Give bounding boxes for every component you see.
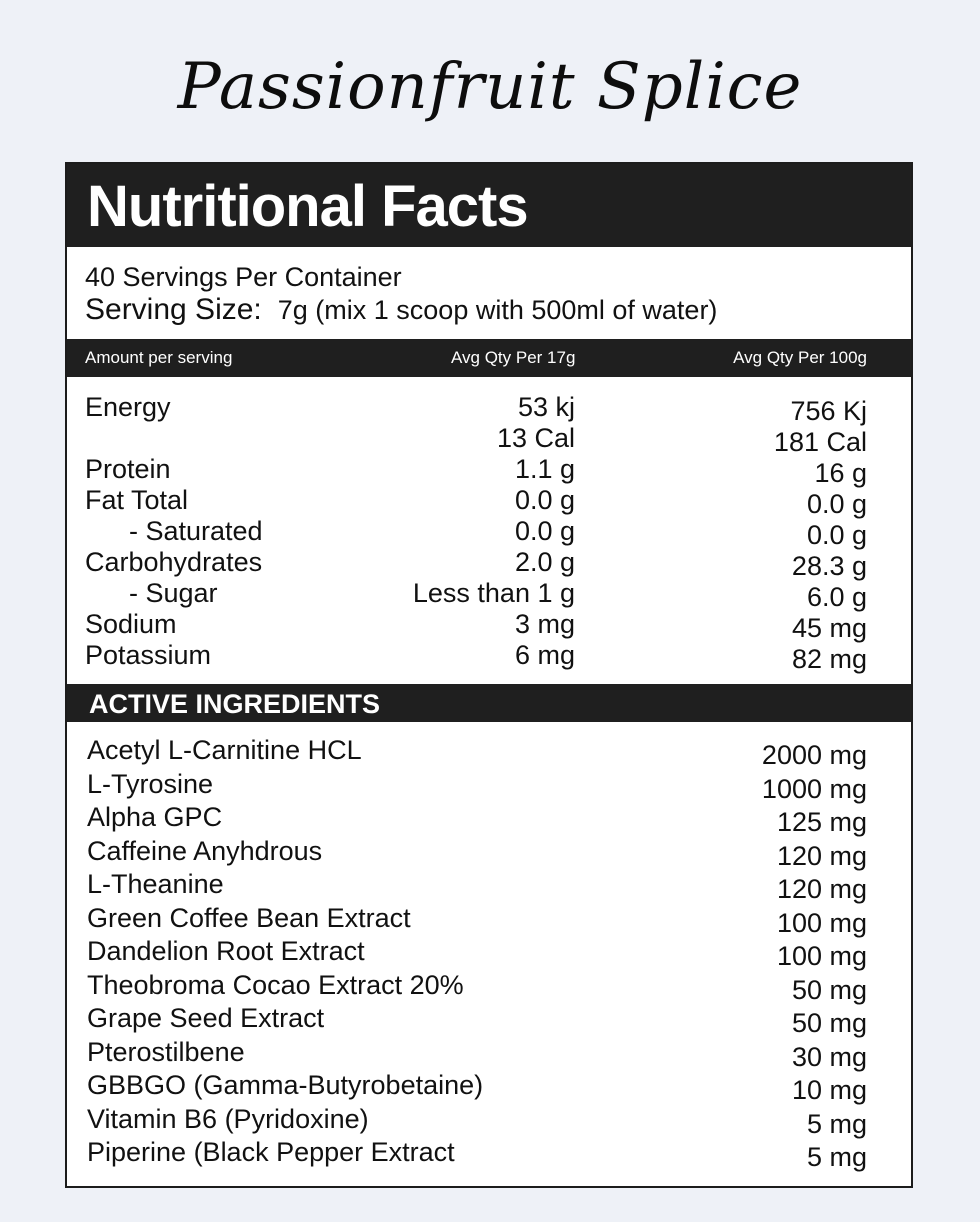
ingredient-name: Dandelion Root Extract bbox=[87, 936, 365, 966]
serving-size-label: Serving Size: bbox=[85, 293, 262, 326]
nutrition-row: Energy 53 kj 756 Kj bbox=[67, 392, 911, 426]
nutrient-per-serving: Less than 1 g bbox=[412, 578, 575, 608]
nutrient-per-serving: 13 Cal bbox=[496, 423, 575, 453]
nutrient-per-100g: 82 mg bbox=[791, 644, 867, 674]
ingredient-row: Pterostilbene 30 mg bbox=[67, 1036, 911, 1072]
nutrition-row: - Saturated 0.0 g 0.0 g bbox=[67, 516, 911, 550]
nutrient-name: - Saturated bbox=[129, 516, 263, 546]
ingredient-row: Acetyl L-Carnitine HCL 2000 mg bbox=[67, 734, 911, 770]
ingredient-name: Grape Seed Extract bbox=[87, 1003, 325, 1033]
column-avg-qty-per-100g: Avg Qty Per 100g bbox=[733, 348, 867, 367]
nutrition-row: Carbohydrates 2.0 g 28.3 g bbox=[67, 547, 911, 581]
nutrient-name: Protein bbox=[85, 454, 171, 484]
nutrient-per-serving: 3 mg bbox=[514, 609, 575, 639]
nutrition-row: Potassium 6 mg 82 mg bbox=[67, 640, 911, 674]
ingredient-name: L-Theanine bbox=[87, 869, 224, 899]
ingredient-name: GBBGO (Gamma-Butyrobetaine) bbox=[87, 1070, 484, 1100]
ingredient-row: Grape Seed Extract 50 mg bbox=[67, 1002, 911, 1038]
ingredient-row: L-Theanine 120 mg bbox=[67, 868, 911, 904]
ingredient-name: Caffeine Anyhdrous bbox=[87, 835, 323, 866]
nutrient-name: - Sugar bbox=[129, 578, 218, 608]
ingredient-amount: 2000 mg bbox=[761, 740, 867, 770]
nutrient-per-serving: 53 kj bbox=[517, 392, 575, 422]
nutrient-name: Carbohydrates bbox=[85, 547, 263, 577]
nutrition-panel: Nutritional Facts 40 Servings Per Contai… bbox=[65, 162, 913, 1188]
nutrient-per-serving: 0.0 g bbox=[514, 485, 575, 515]
ingredient-name: Green Coffee Bean Extract bbox=[87, 902, 411, 933]
nutrient-name: Sodium bbox=[85, 609, 177, 639]
nutrition-row: - Sugar Less than 1 g 6.0 g bbox=[67, 578, 911, 612]
serving-size: Serving Size: 7g (mix 1 scoop with 500ml … bbox=[85, 294, 717, 326]
nutrient-name: Potassium bbox=[85, 640, 212, 670]
column-avg-qty-per-17g: Avg Qty Per 17g bbox=[451, 348, 576, 367]
ingredient-row: Green Coffee Bean Extract 100 mg bbox=[67, 902, 911, 938]
ingredient-row: Dandelion Root Extract 100 mg bbox=[67, 935, 911, 971]
column-amount-per-serving: Amount per serving bbox=[85, 348, 233, 367]
serving-size-value: 7g (mix 1 scoop with 500ml of water) bbox=[277, 295, 718, 325]
product-title: Passionfruit Splice bbox=[177, 50, 803, 124]
nutrient-per-100g: 6.0 g bbox=[806, 582, 867, 612]
ingredient-name: Piperine (Black Pepper Extract bbox=[87, 1137, 455, 1167]
nutrition-row: 13 Cal 181 Cal bbox=[67, 423, 911, 457]
ingredient-amount: 30 mg bbox=[791, 1041, 867, 1072]
ingredient-row: Vitamin B6 (Pyridoxine) 5 mg bbox=[67, 1103, 911, 1139]
ingredient-row: Piperine (Black Pepper Extract 5 mg bbox=[67, 1136, 911, 1172]
ingredient-amount: 1000 mg bbox=[761, 773, 867, 804]
nutritional-facts-heading: Nutritional Facts bbox=[67, 164, 911, 247]
ingredient-amount: 5 mg bbox=[806, 1142, 867, 1172]
ingredient-amount: 125 mg bbox=[776, 807, 867, 837]
nutrient-per-100g: 181 Cal bbox=[773, 427, 867, 457]
ingredient-row: Alpha GPC 125 mg bbox=[67, 801, 911, 837]
ingredient-name: L-Tyrosine bbox=[87, 768, 214, 799]
active-ingredients-heading: ACTIVE INGREDIENTS bbox=[67, 684, 911, 722]
ingredient-name: Pterostilbene bbox=[87, 1036, 245, 1067]
ingredient-amount: 5 mg bbox=[806, 1108, 867, 1139]
nutrition-row: Sodium 3 mg 45 mg bbox=[67, 609, 911, 643]
ingredient-row: Theobroma Cocao Extract 20% 50 mg bbox=[67, 969, 911, 1005]
ingredient-name: Vitamin B6 (Pyridoxine) bbox=[87, 1103, 369, 1134]
ingredient-name: Theobroma Cocao Extract 20% bbox=[87, 969, 464, 1000]
nutrition-row: Fat Total 0.0 g 0.0 g bbox=[67, 485, 911, 519]
nutrient-name: Fat Total bbox=[85, 485, 189, 515]
ingredient-amount: 100 mg bbox=[776, 907, 867, 938]
ingredient-row: L-Tyrosine 1000 mg bbox=[67, 768, 911, 804]
nutrition-table: Energy 53 kj 756 Kj 13 Cal 181 Cal Protein 1.1… bbox=[67, 392, 911, 674]
nutrition-row: Protein 1.1 g 16 g bbox=[67, 454, 911, 488]
nutrient-name: Energy bbox=[85, 392, 171, 422]
nutrient-per-100g: 45 mg bbox=[791, 613, 867, 643]
ingredient-row: GBBGO (Gamma-Butyrobetaine) 10 mg bbox=[67, 1069, 911, 1105]
nutrient-per-100g: 0.0 g bbox=[806, 520, 867, 550]
nutrient-per-100g: 0.0 g bbox=[806, 489, 867, 519]
ingredient-amount: 50 mg bbox=[791, 1008, 867, 1038]
ingredient-name: Acetyl L-Carnitine HCL bbox=[87, 735, 362, 765]
column-header-bar: Amount per serving Avg Qty Per 17g Avg Q… bbox=[67, 339, 911, 377]
ingredient-amount: 120 mg bbox=[776, 840, 867, 871]
nutrient-per-serving: 0.0 g bbox=[514, 516, 575, 546]
ingredients-table: Acetyl L-Carnitine HCL 2000 mg L-Tyrosine 1… bbox=[67, 734, 911, 1172]
nutrient-per-serving: 2.0 g bbox=[514, 547, 575, 577]
nutrient-per-100g: 28.3 g bbox=[791, 551, 867, 581]
ingredient-row: Caffeine Anyhdrous 120 mg bbox=[67, 835, 911, 871]
nutrient-per-100g: 756 Kj bbox=[790, 396, 867, 426]
ingredient-amount: 100 mg bbox=[776, 941, 867, 971]
ingredient-amount: 50 mg bbox=[791, 974, 867, 1005]
nutrient-per-serving: 6 mg bbox=[514, 640, 575, 670]
ingredient-amount: 10 mg bbox=[791, 1075, 867, 1105]
nutrient-per-serving: 1.1 g bbox=[514, 454, 575, 484]
servings-per-container: 40 Servings Per Container bbox=[85, 262, 402, 292]
nutrient-per-100g: 16 g bbox=[814, 458, 867, 488]
ingredient-amount: 120 mg bbox=[776, 874, 867, 904]
ingredient-name: Alpha GPC bbox=[87, 802, 223, 832]
